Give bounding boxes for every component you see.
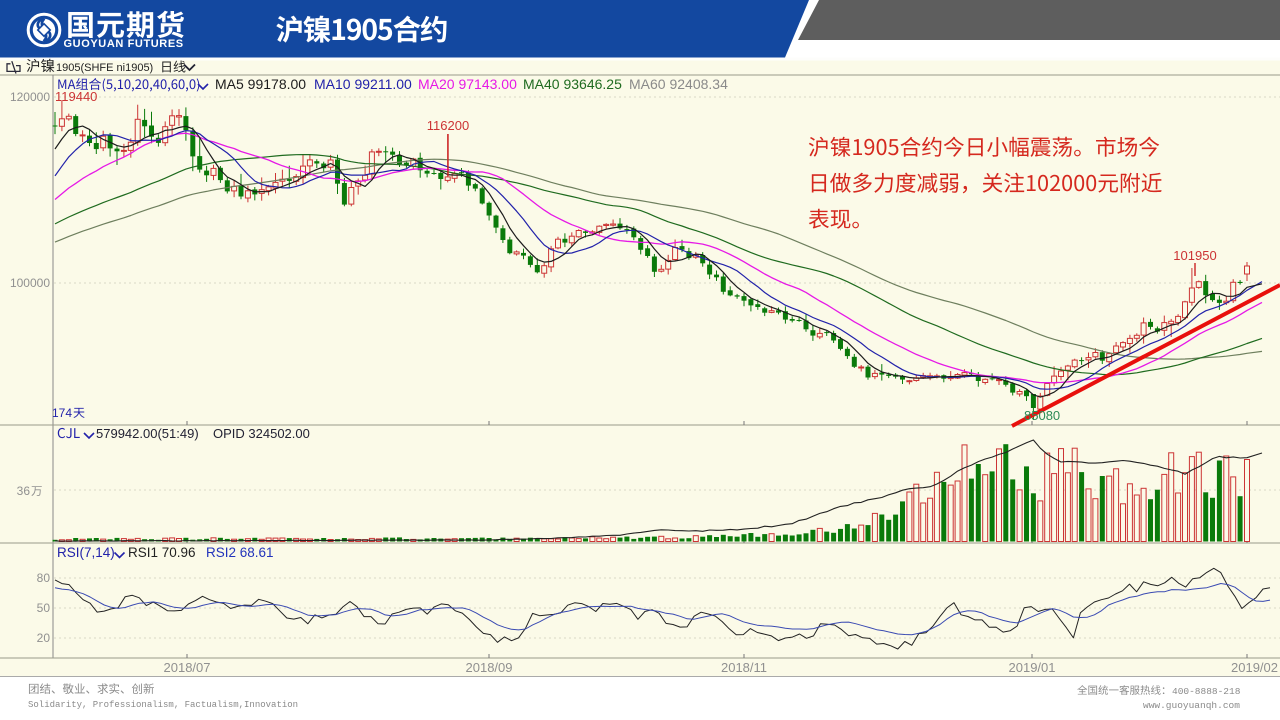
svg-text:RSI(7,14): RSI(7,14) xyxy=(57,545,115,560)
svg-text:36: 36 xyxy=(17,484,31,498)
svg-text:50: 50 xyxy=(37,601,51,615)
svg-text:119440: 119440 xyxy=(55,89,97,104)
svg-text:2018/11: 2018/11 xyxy=(721,660,767,675)
svg-text:Solidarity, Professionalism, F: Solidarity, Professionalism, Factualism,… xyxy=(28,700,298,710)
svg-text:MA10 99211.00: MA10 99211.00 xyxy=(314,76,412,92)
svg-text:116200: 116200 xyxy=(427,118,469,133)
svg-text:GUOYUAN FUTURES: GUOYUAN FUTURES xyxy=(64,38,184,50)
svg-text:2019/02: 2019/02 xyxy=(1231,660,1278,675)
svg-text:1905(SHFE ni1905): 1905(SHFE ni1905) xyxy=(56,62,153,74)
svg-text:www.guoyuanqh.com: www.guoyuanqh.com xyxy=(1143,700,1240,711)
svg-text:2018/09: 2018/09 xyxy=(466,660,513,675)
svg-text:OPID 324502.00: OPID 324502.00 xyxy=(213,426,310,441)
svg-text:101950: 101950 xyxy=(1173,248,1216,263)
svg-text:MA60 92408.34: MA60 92408.34 xyxy=(629,76,728,92)
svg-text:85080: 85080 xyxy=(1024,408,1060,423)
svg-text:400-8888-218: 400-8888-218 xyxy=(1172,686,1241,697)
svg-text:120000: 120000 xyxy=(10,90,50,104)
svg-text:579942.00(51:49): 579942.00(51:49) xyxy=(96,426,199,441)
svg-text:174: 174 xyxy=(52,406,72,420)
svg-text:20: 20 xyxy=(37,631,51,645)
svg-text:MA40 93646.25: MA40 93646.25 xyxy=(523,76,622,92)
svg-text:80: 80 xyxy=(37,571,51,585)
svg-text:2019/01: 2019/01 xyxy=(1009,660,1056,675)
svg-text:RSI2 68.61: RSI2 68.61 xyxy=(206,545,274,560)
svg-text:MA5 99178.00: MA5 99178.00 xyxy=(215,76,306,92)
svg-text:RSI1 70.96: RSI1 70.96 xyxy=(128,545,196,560)
svg-text:100000: 100000 xyxy=(10,276,50,290)
svg-text:2018/07: 2018/07 xyxy=(164,660,211,675)
svg-text:MA20 97143.00: MA20 97143.00 xyxy=(418,76,517,92)
